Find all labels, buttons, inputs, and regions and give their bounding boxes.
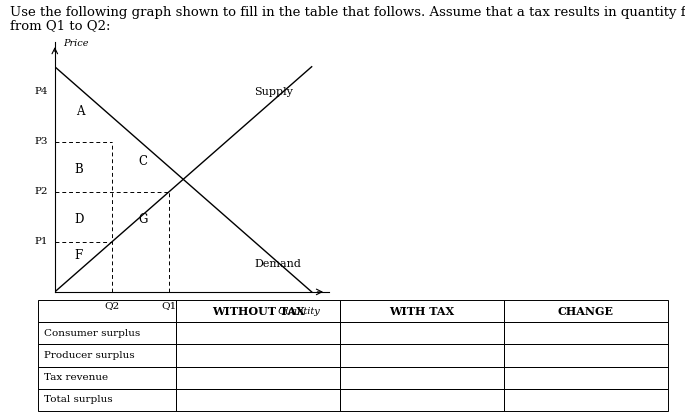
Bar (38, 300, 176, 322)
Text: Quantity: Quantity (277, 307, 321, 316)
Text: Q1: Q1 (162, 301, 177, 310)
Text: Price: Price (63, 39, 89, 48)
Text: G: G (138, 213, 148, 226)
Text: B: B (75, 163, 83, 176)
Bar (340, 322, 504, 344)
Text: P1: P1 (34, 237, 48, 246)
Text: WITHOUT TAX: WITHOUT TAX (212, 306, 305, 317)
Text: WITH TAX: WITH TAX (390, 306, 455, 317)
Text: P3: P3 (34, 137, 48, 146)
Text: Producer surplus: Producer surplus (44, 351, 134, 360)
Text: P4: P4 (34, 87, 48, 96)
Text: Supply: Supply (255, 87, 293, 97)
Bar (38, 322, 176, 344)
Bar (340, 389, 504, 411)
Text: Tax revenue: Tax revenue (44, 373, 108, 382)
Text: D: D (74, 213, 84, 226)
Text: Q2: Q2 (104, 301, 119, 310)
Text: from Q1 to Q2:: from Q1 to Q2: (10, 19, 111, 32)
Bar (504, 322, 668, 344)
Bar (176, 389, 340, 411)
Text: F: F (75, 249, 83, 262)
Bar (176, 344, 340, 367)
Text: CHANGE: CHANGE (558, 306, 614, 317)
Bar (504, 344, 668, 367)
Bar (176, 367, 340, 389)
Bar (504, 389, 668, 411)
Bar (38, 367, 176, 389)
Bar (340, 344, 504, 367)
Bar (504, 367, 668, 389)
Bar (176, 322, 340, 344)
Text: Consumer surplus: Consumer surplus (44, 329, 140, 338)
Bar (340, 367, 504, 389)
Bar (38, 344, 176, 367)
Text: C: C (139, 155, 148, 168)
Text: A: A (76, 105, 85, 118)
Bar (504, 300, 668, 322)
Bar (176, 300, 340, 322)
Text: Demand: Demand (255, 259, 301, 269)
Text: P2: P2 (34, 187, 48, 196)
Text: Total surplus: Total surplus (44, 395, 112, 404)
Bar (340, 300, 504, 322)
Text: Use the following graph shown to fill in the table that follows. Assume that a t: Use the following graph shown to fill in… (10, 6, 685, 19)
Bar (38, 389, 176, 411)
